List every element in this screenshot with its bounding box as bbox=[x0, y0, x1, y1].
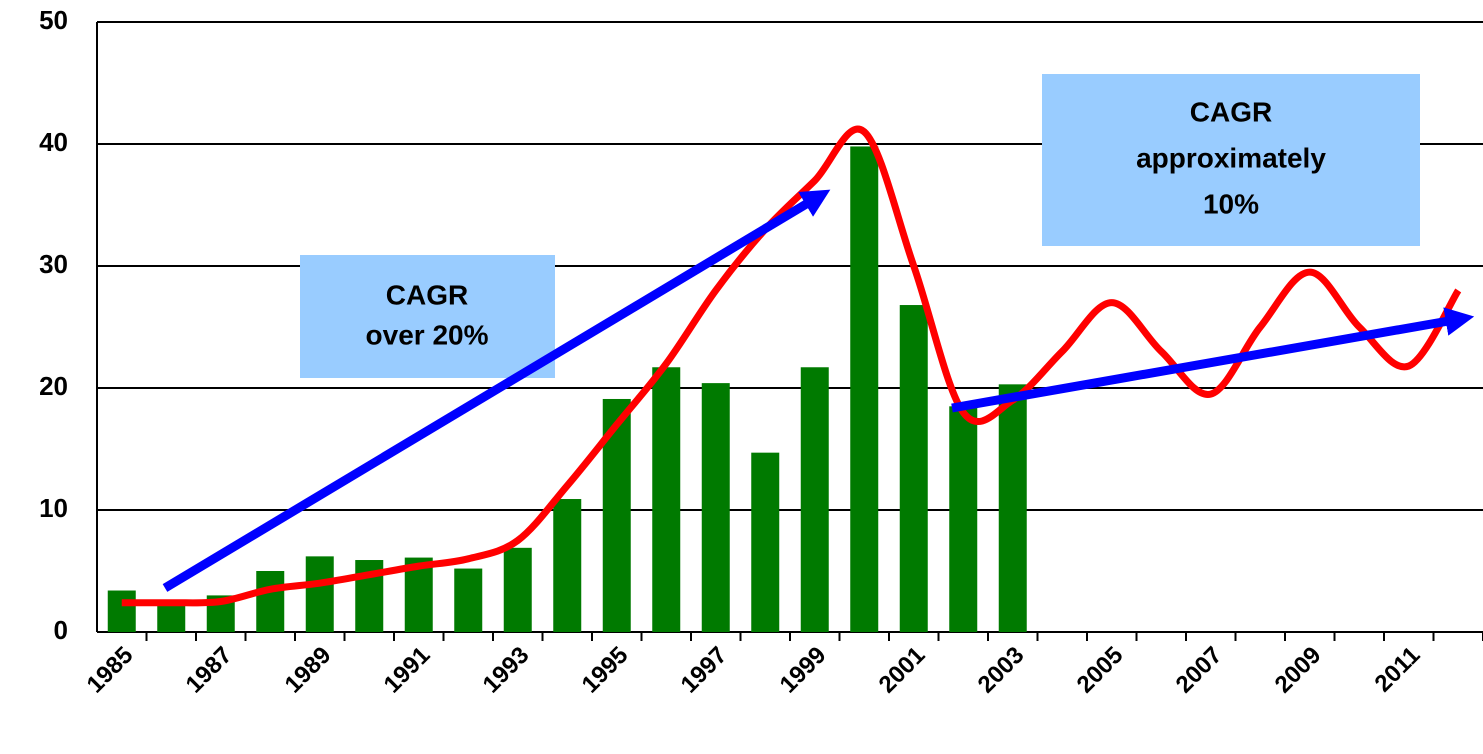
annotation: over 20% bbox=[366, 319, 489, 350]
bar bbox=[701, 383, 730, 632]
bar bbox=[107, 590, 136, 632]
y-tick-label: 40 bbox=[39, 127, 68, 157]
y-tick-label: 50 bbox=[39, 5, 68, 35]
bar bbox=[949, 406, 978, 632]
annotation-box bbox=[300, 255, 555, 378]
y-tick-label: 0 bbox=[54, 615, 68, 645]
annotation: approximately bbox=[1136, 142, 1326, 173]
bar bbox=[553, 499, 582, 632]
bar bbox=[157, 601, 186, 632]
bars bbox=[107, 146, 1027, 632]
bar bbox=[652, 367, 681, 632]
y-tick-label: 10 bbox=[39, 493, 68, 523]
bar bbox=[256, 571, 285, 632]
bar bbox=[454, 568, 483, 632]
x-tick-label: 2005 bbox=[1072, 642, 1129, 699]
bar bbox=[850, 146, 879, 632]
x-tick-label: 1989 bbox=[280, 642, 337, 699]
y-tick-label: 20 bbox=[39, 371, 68, 401]
arrow bbox=[951, 307, 1475, 413]
bar bbox=[800, 367, 829, 632]
bar bbox=[503, 547, 532, 632]
bar bbox=[751, 452, 780, 632]
x-tick-label: 2001 bbox=[874, 642, 931, 699]
x-tick-label: 1985 bbox=[82, 642, 139, 699]
x-tick-label: 1991 bbox=[379, 642, 436, 699]
x-tick-label: 2011 bbox=[1370, 642, 1426, 698]
bar bbox=[998, 384, 1027, 632]
x-tick-label: 1999 bbox=[775, 642, 832, 699]
x-tick-label: 2003 bbox=[973, 642, 1030, 699]
x-tick-label: 2009 bbox=[1270, 642, 1327, 699]
bar bbox=[899, 305, 928, 632]
annotation: 10% bbox=[1203, 188, 1259, 219]
annotation: CAGR bbox=[1190, 96, 1272, 127]
arrow bbox=[162, 189, 831, 592]
x-tick-label: 1993 bbox=[478, 642, 535, 699]
x-tick-label: 1995 bbox=[577, 642, 634, 699]
y-tick-label: 30 bbox=[39, 249, 68, 279]
bar bbox=[305, 556, 334, 632]
x-tick-label: 1997 bbox=[676, 642, 733, 699]
x-tick-label: 1987 bbox=[181, 642, 238, 699]
annotation: CAGR bbox=[386, 279, 468, 310]
annotation-box bbox=[1042, 74, 1420, 246]
x-tick-label: 2007 bbox=[1171, 642, 1228, 699]
